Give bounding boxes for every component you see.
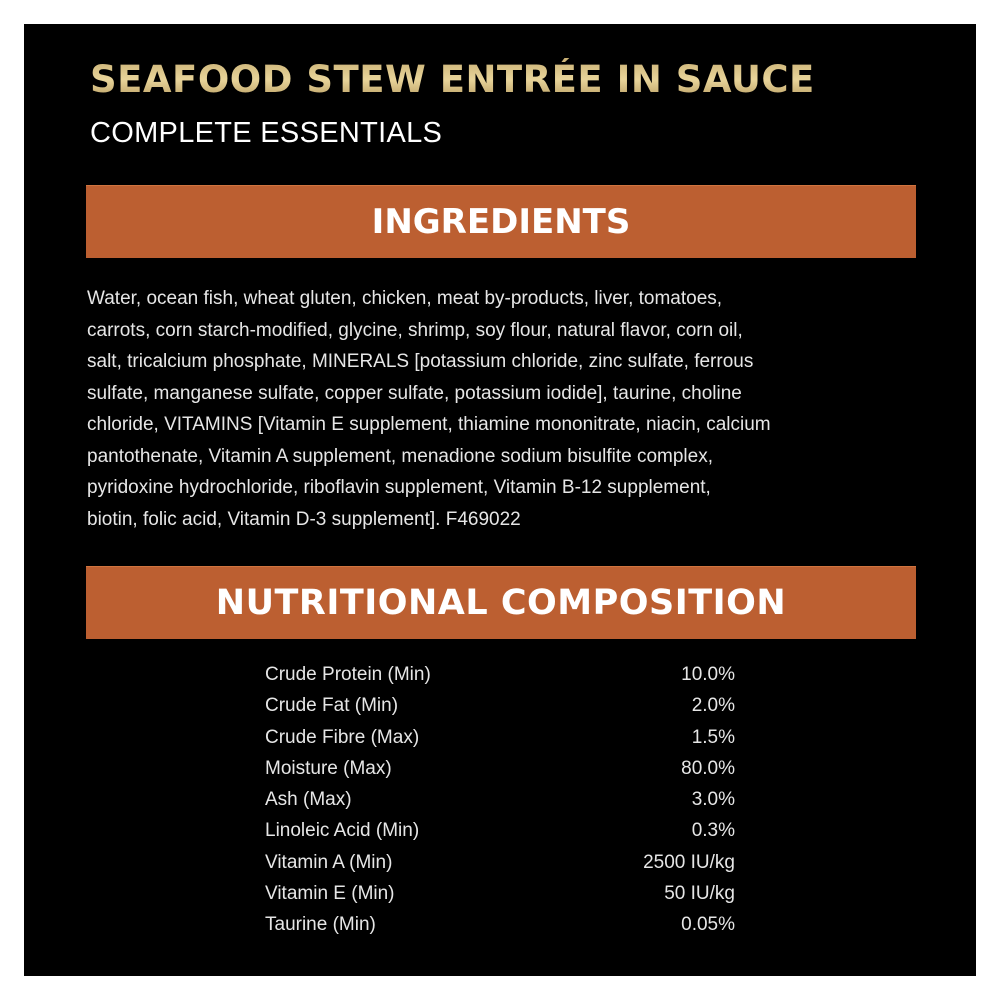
product-subtitle: COMPLETE ESSENTIALS xyxy=(90,117,443,149)
nutrition-row: Vitamin E (Min) 50 IU/kg xyxy=(265,878,735,909)
nutrition-row: Ash (Max) 3.0% xyxy=(265,784,735,815)
nutrient-label: Vitamin E (Min) xyxy=(265,883,395,905)
nutrition-table: Crude Protein (Min) 10.0% Crude Fat (Min) 2… xyxy=(265,659,735,941)
ingredients-line: sulfate, manganese sulfate, copper sulfa… xyxy=(87,382,742,404)
ingredients-list: Water, ocean fish, wheat gluten, chicken… xyxy=(87,283,927,535)
nutrition-row: Crude Fibre (Max) 1.5% xyxy=(265,722,735,753)
nutrition-row: Linoleic Acid (Min) 0.3% xyxy=(265,815,735,846)
product-title: SEAFOOD STEW ENTRÉE IN SAUCE xyxy=(90,58,815,101)
nutrient-label: Crude Protein (Min) xyxy=(265,664,431,685)
label-panel xyxy=(24,24,976,976)
nutrient-value: 1.5% xyxy=(691,726,735,748)
ingredients-line: salt, tricalcium phosphate, MINERALS [po… xyxy=(87,351,754,372)
nutrient-label: Crude Fibre (Max) xyxy=(265,726,420,748)
nutrient-value: 2.0% xyxy=(691,695,735,717)
ingredients-line: biotin, folic acid, Vitamin D-3 suppleme… xyxy=(87,508,521,530)
nutrient-value: 2500 IU/kg xyxy=(643,851,735,873)
nutrient-value: 0.3% xyxy=(691,820,735,842)
nutrient-value: 3.0% xyxy=(691,789,735,811)
nutrition-heading-bar: NUTRITIONAL COMPOSITION xyxy=(86,566,916,639)
ingredients-line: chloride, VITAMINS [Vitamin E supplement… xyxy=(87,414,771,435)
nutrient-value: 80.0% xyxy=(681,757,735,779)
nutrition-row: Taurine (Min) 0.05% xyxy=(265,909,735,940)
nutrient-label: Taurine (Min) xyxy=(265,914,376,936)
nutrition-row: Crude Fat (Min) 2.0% xyxy=(265,690,735,721)
nutrient-label: Vitamin A (Min) xyxy=(265,851,393,873)
nutrition-heading: NUTRITIONAL COMPOSITION xyxy=(215,583,787,623)
nutrient-label: Crude Fat (Min) xyxy=(265,695,399,717)
nutrient-label: Moisture (Max) xyxy=(265,757,392,779)
ingredients-heading: INGREDIENTS xyxy=(371,202,631,242)
ingredients-line: pantothenate, Vitamin A supplement, mena… xyxy=(87,445,713,467)
ingredients-heading-bar: INGREDIENTS xyxy=(86,185,916,258)
ingredients-line: Water, ocean fish, wheat gluten, chicken… xyxy=(87,288,723,309)
nutrition-row: Moisture (Max) 80.0% xyxy=(265,753,735,784)
nutrient-value: 50 IU/kg xyxy=(664,883,735,905)
ingredients-line: carrots, corn starch-modified, glycine, … xyxy=(87,319,743,341)
nutrient-label: Ash (Max) xyxy=(265,789,352,811)
nutrition-row: Vitamin A (Min) 2500 IU/kg xyxy=(265,847,735,878)
nutrition-row: Crude Protein (Min) 10.0% xyxy=(265,659,735,690)
ingredients-line: pyridoxine hydrochloride, riboflavin sup… xyxy=(87,477,711,498)
nutrient-value: 0.05% xyxy=(681,914,735,936)
nutrient-value: 10.0% xyxy=(681,664,735,685)
nutrient-label: Linoleic Acid (Min) xyxy=(265,820,420,842)
